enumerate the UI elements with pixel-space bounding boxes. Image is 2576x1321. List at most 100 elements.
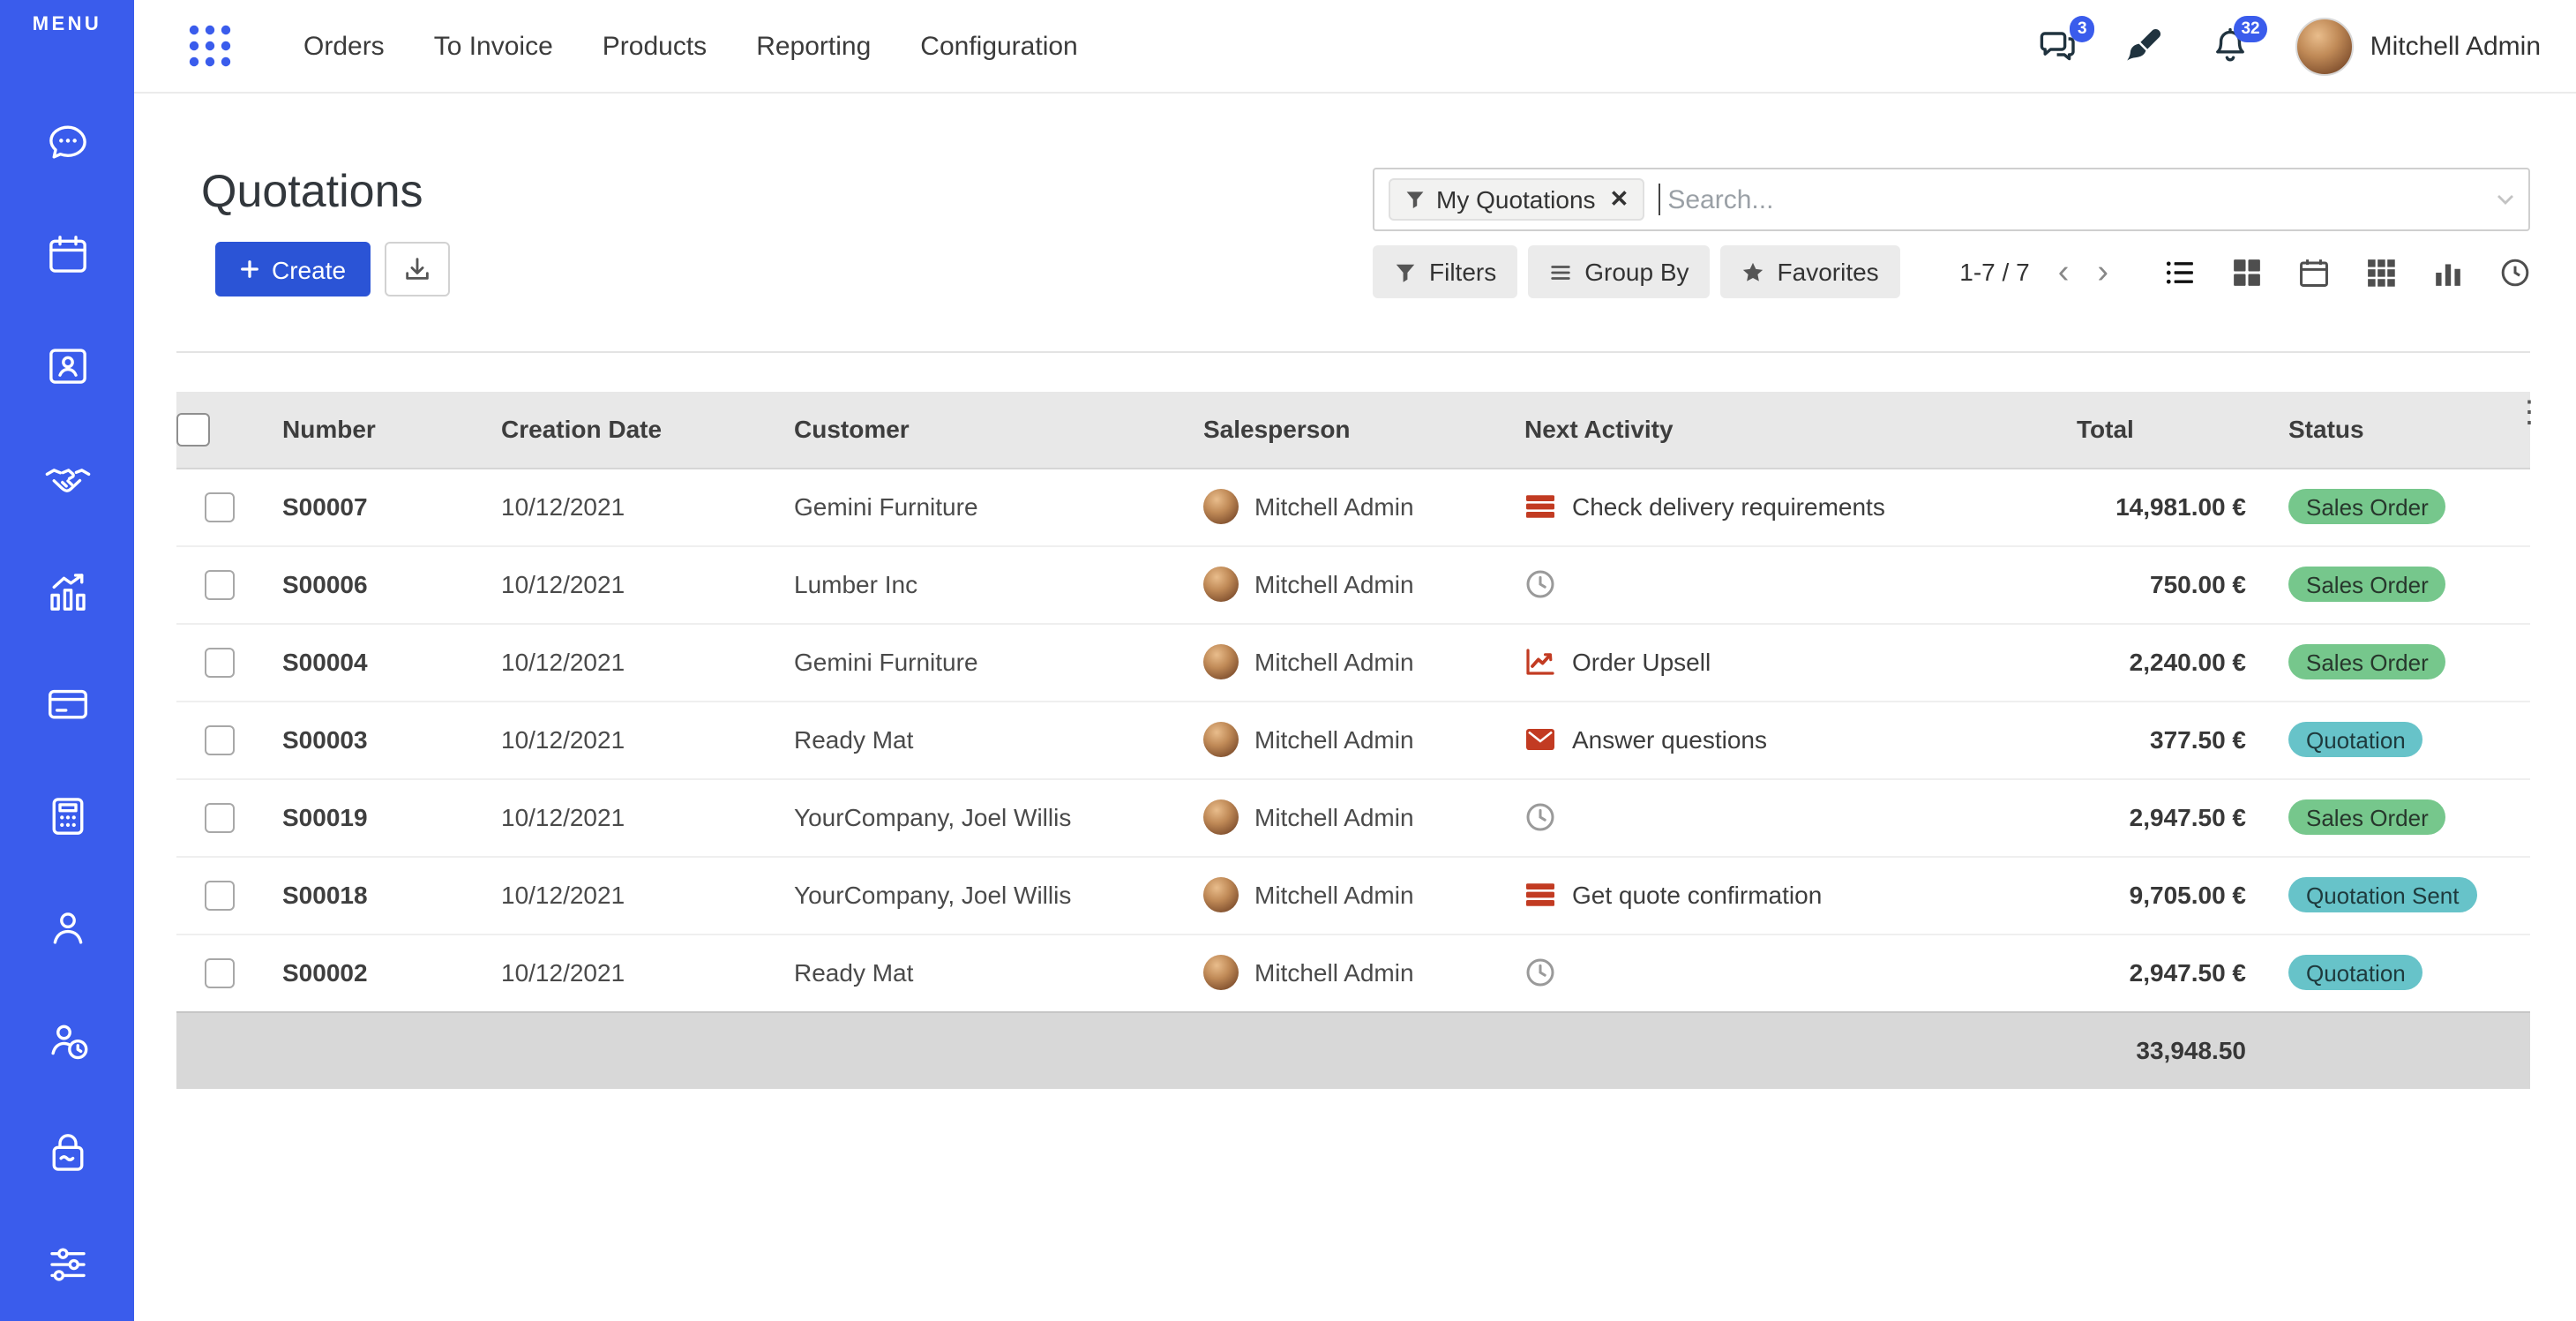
activity-label: Order Upsell [1572,648,1711,676]
table-row[interactable]: S00002 10/12/2021 Ready Mat Mitchell Adm… [176,933,2530,1011]
activity-icon[interactable] [1524,724,1556,755]
activity-envelope-icon [1526,729,1554,750]
select-all-checkbox[interactable] [176,412,210,447]
header-status[interactable]: Status [2267,392,2530,469]
apps-grid-icon [189,25,231,67]
activity-tasks-icon [1526,883,1554,906]
sidebar-item-calendar[interactable] [0,199,134,311]
view-pivot-button[interactable] [2366,257,2396,287]
activity-view-icon [2501,258,2529,286]
select-all-checkbox-cell[interactable] [176,392,261,469]
handshake-icon [44,469,90,492]
search-box[interactable]: My Quotations ✕ [1373,168,2530,231]
row-checkbox[interactable] [204,724,234,755]
favorites-button[interactable]: Favorites [1720,245,1900,298]
row-checkbox[interactable] [204,647,234,678]
row-checkbox[interactable] [204,880,234,911]
search-facet[interactable]: My Quotations ✕ [1389,178,1645,221]
activity-icon[interactable] [1524,879,1556,911]
salesperson-avatar [1203,567,1239,602]
view-calendar-button[interactable] [2299,257,2329,287]
header-creation-date[interactable]: Creation Date [480,392,773,469]
status-badge: Sales Order [2288,489,2446,524]
view-activity-button[interactable] [2500,257,2530,287]
status-badge: Sales Order [2288,567,2446,602]
row-checkbox[interactable] [204,957,234,988]
nav-orders[interactable]: Orders [303,31,385,61]
view-graph-button[interactable] [2433,257,2463,287]
status-badge: Quotation Sent [2288,877,2477,912]
search-dropdown-icon[interactable] [2497,192,2514,206]
filters-button[interactable]: Filters [1373,245,1518,298]
settings-sliders-icon [49,1248,85,1281]
creation-date: 10/12/2021 [480,700,773,778]
sidebar-item-discuss[interactable] [0,86,134,199]
table-row[interactable]: S00007 10/12/2021 Gemini Furniture Mitch… [176,467,2530,545]
table-row[interactable]: S00006 10/12/2021 Lumber Inc Mitchell Ad… [176,544,2530,623]
sidebar-item-accounting[interactable] [0,760,134,872]
salesperson-avatar [1203,489,1239,524]
messages-button[interactable]: 3 [2037,16,2095,67]
total-amount: 2,947.50 € [2056,777,2267,856]
optional-columns-button[interactable]: ⋮ [2505,394,2553,431]
sidebar-item-settings[interactable] [0,1209,134,1321]
graph-view-icon [2436,263,2460,285]
customer-name: Ready Mat [773,933,1182,1011]
sidebar-item-point-of-sale[interactable] [0,648,134,760]
nav-to-invoice[interactable]: To Invoice [433,31,553,61]
salesperson-avatar [1203,877,1239,912]
pager-prev-button[interactable]: ‹ [2044,255,2084,289]
header-number[interactable]: Number [261,392,480,469]
search-input[interactable] [1664,183,2497,216]
sidebar-item-sales[interactable] [0,536,134,648]
create-button[interactable]: Create [215,242,371,296]
customer-name: Gemini Furniture [773,467,1182,545]
activity-icon[interactable] [1524,801,1556,833]
activity-icon[interactable] [1524,957,1556,988]
apps-menu-button[interactable] [187,23,233,69]
theme-brush-button[interactable] [2123,25,2166,67]
status-badge: Quotation [2288,955,2423,990]
page-title: Quotations [201,164,423,217]
sidebar-item-purchase[interactable] [0,1097,134,1209]
sidebar-item-crm[interactable] [0,424,134,536]
pager-range: 1-7 / 7 [1959,258,2030,286]
sidebar-item-contacts[interactable] [0,311,134,423]
group-by-button[interactable]: Group By [1528,245,1711,298]
activity-icon[interactable] [1524,568,1556,600]
facet-remove-icon[interactable]: ✕ [1609,185,1629,212]
nav-configuration[interactable]: Configuration [920,31,1078,61]
header-total[interactable]: Total [2056,392,2267,469]
pager-next-button[interactable]: › [2083,255,2123,289]
table-row[interactable]: S00003 10/12/2021 Ready Mat Mitchell Adm… [176,700,2530,778]
header-salesperson[interactable]: Salesperson [1182,392,1503,469]
notifications-button[interactable]: 32 [2210,16,2268,67]
row-checkbox[interactable] [204,492,234,522]
sidebar-item-attendances[interactable] [0,984,134,1096]
creation-date: 10/12/2021 [480,622,773,701]
messages-badge: 3 [2070,16,2095,41]
menu-label: MENU [32,14,102,36]
nav-products[interactable]: Products [602,31,708,61]
table-row[interactable]: S00004 10/12/2021 Gemini Furniture Mitch… [176,622,2530,701]
view-list-button[interactable] [2165,257,2195,287]
row-checkbox[interactable] [204,569,234,600]
salesperson-name: Mitchell Admin [1254,881,1414,909]
text-cursor [1659,184,1661,215]
activity-icon[interactable] [1524,491,1556,522]
total-amount: 377.50 € [2056,700,2267,778]
facet-label: My Quotations [1436,185,1596,214]
calendar-view-icon [2300,259,2328,286]
sidebar-item-employees[interactable] [0,872,134,984]
user-menu[interactable]: Mitchell Admin [2295,17,2541,75]
row-checkbox[interactable] [204,802,234,833]
header-next-activity[interactable]: Next Activity [1503,392,2056,469]
purchase-bag-icon [51,1133,83,1170]
activity-icon[interactable] [1524,646,1556,678]
nav-reporting[interactable]: Reporting [756,31,872,61]
table-row[interactable]: S00018 10/12/2021 YourCompany, Joel Will… [176,855,2530,934]
header-customer[interactable]: Customer [773,392,1182,469]
view-kanban-button[interactable] [2232,257,2262,287]
table-row[interactable]: S00019 10/12/2021 YourCompany, Joel Will… [176,777,2530,856]
export-button[interactable] [385,242,451,296]
